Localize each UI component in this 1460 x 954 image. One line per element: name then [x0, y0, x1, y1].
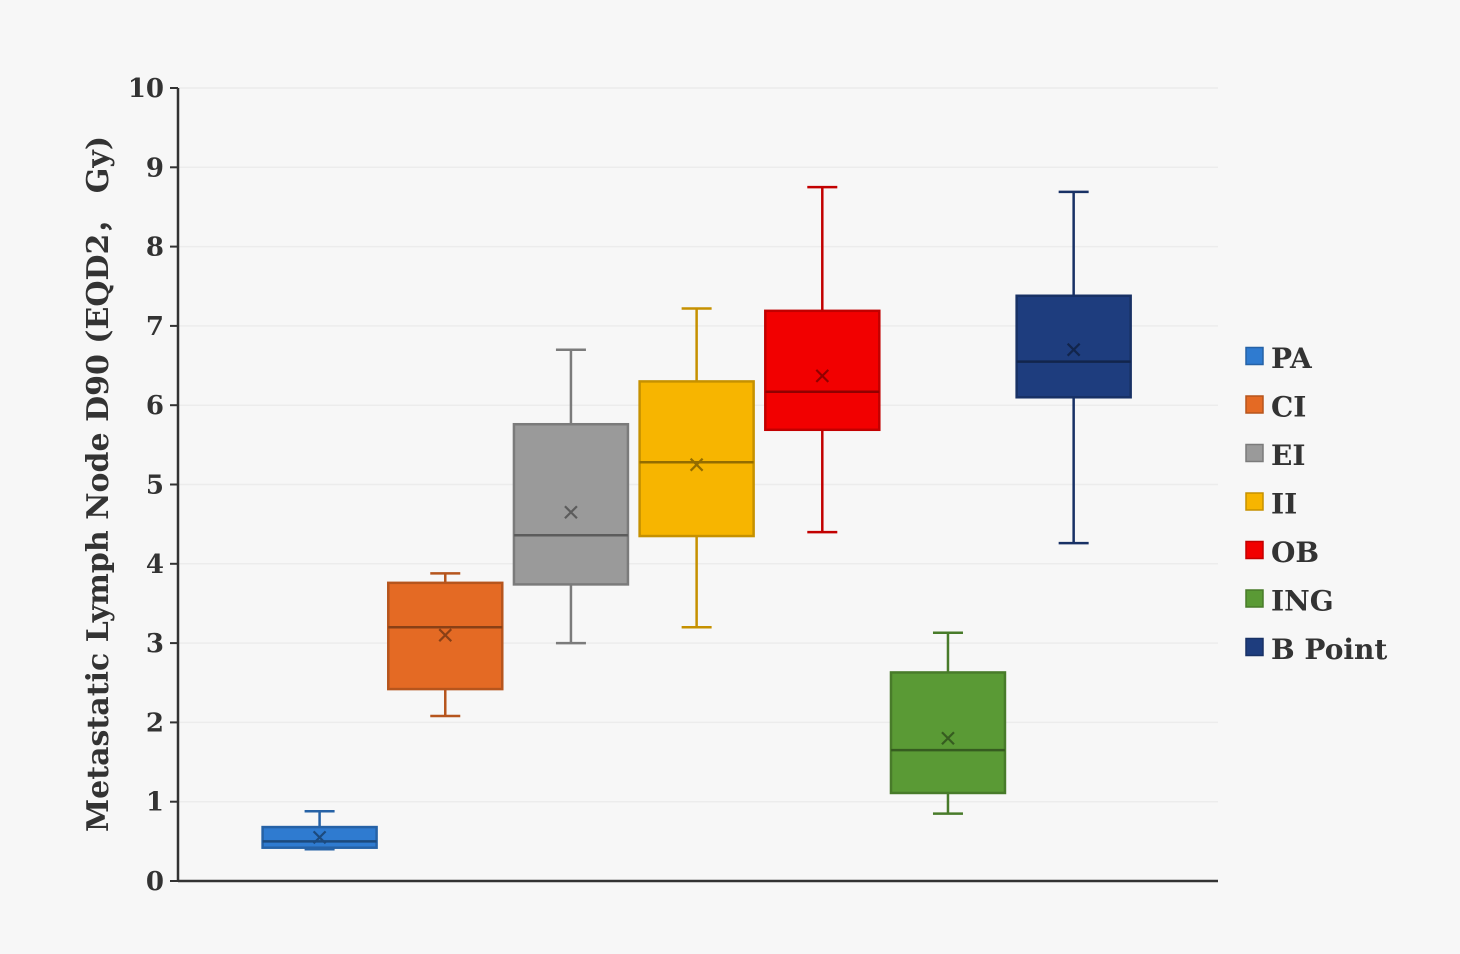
mean-marker-stroke-b-ci: [438, 628, 453, 642]
legend-label-pa: PA: [1271, 342, 1313, 375]
legend-label-ing: ING: [1271, 585, 1334, 618]
y-tick-label-10: 10: [128, 74, 164, 104]
mean-marker-ii: [689, 457, 704, 472]
box-body-ob: [764, 309, 881, 432]
box-body-ei: [512, 422, 630, 586]
mean-marker-pa: [312, 830, 327, 845]
legend-label-b-point: B Point: [1271, 633, 1387, 666]
legend: PA CI EI II OB ING B Point: [1245, 342, 1387, 666]
y-tick-label-0: 0: [146, 867, 164, 897]
y-tick-label-1: 1: [146, 788, 164, 818]
box-ei: [512, 348, 630, 645]
y-tick-label-7: 7: [146, 312, 164, 342]
mean-marker-stroke-b-ing: [941, 731, 955, 746]
mean-marker-stroke-b-ii: [689, 457, 704, 472]
legend-item-b-point: B Point: [1245, 633, 1387, 666]
boxes: [261, 185, 1132, 851]
legend-item-ci: CI: [1245, 391, 1306, 424]
legend-swatch-ei: [1245, 443, 1264, 463]
y-tick-label-8: 8: [146, 233, 164, 263]
mean-marker-stroke-b-b-point: [1066, 342, 1081, 357]
box-b-point: [1015, 190, 1132, 545]
box-ci: [387, 572, 504, 718]
legend-label-ei: EI: [1271, 439, 1305, 472]
legend-item-ing: ING: [1245, 585, 1334, 618]
legend-label-ob: OB: [1271, 536, 1319, 569]
legend-swatch-b-point: [1245, 637, 1264, 657]
legend-label-ci: CI: [1271, 391, 1306, 424]
mean-marker-ob: [815, 369, 830, 383]
mean-marker-ci: [438, 628, 453, 642]
y-tick-label-4: 4: [146, 550, 164, 580]
mean-marker-stroke-b-ei: [564, 505, 578, 520]
y-tick-label-6: 6: [146, 391, 164, 421]
box-ob: [764, 185, 881, 534]
legend-item-pa: PA: [1245, 342, 1313, 375]
y-tick-label-9: 9: [146, 153, 164, 183]
legend-swatch-ii: [1245, 492, 1264, 511]
y-tick-label-3: 3: [146, 629, 164, 659]
legend-swatch-ing: [1245, 589, 1264, 608]
box-body-ii: [638, 380, 755, 538]
box-body-ing: [889, 671, 1007, 795]
box-ii: [638, 307, 755, 629]
mean-marker-ei: [564, 505, 578, 520]
legend-item-ei: EI: [1245, 439, 1305, 472]
box-body-b-point: [1015, 294, 1132, 399]
y-tick-label-2: 2: [146, 708, 164, 738]
mean-marker-stroke-b-pa: [312, 830, 327, 845]
box-ing: [889, 631, 1007, 815]
legend-swatch-pa: [1245, 346, 1264, 366]
mean-marker-ing: [941, 731, 955, 746]
mean-marker-stroke-b-ob: [815, 369, 830, 383]
legend-swatch-ob: [1245, 540, 1264, 560]
y-ticks: 0 1 2 3 4 5 6 7 8 9 10: [128, 74, 178, 897]
legend-label-ii: II: [1271, 488, 1297, 521]
legend-item-ii: II: [1245, 488, 1297, 521]
legend-swatch-ci: [1245, 395, 1264, 414]
y-axis-title: Metastatic Lymph Node D90 (EQD2， Gy): [81, 136, 116, 832]
y-tick-label-5: 5: [146, 471, 164, 501]
mean-marker-b-point: [1066, 342, 1081, 357]
legend-item-ob: OB: [1245, 536, 1319, 569]
box-pa: [261, 809, 378, 851]
